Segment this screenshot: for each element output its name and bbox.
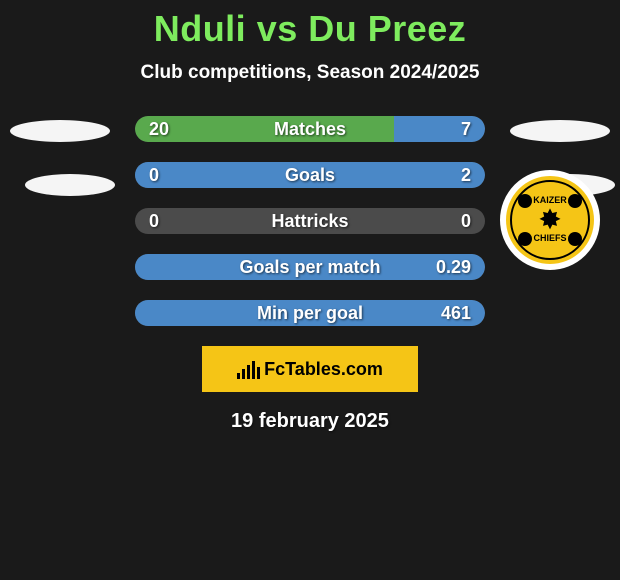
stat-row: Min per goal461 <box>135 300 485 326</box>
stat-label: Min per goal <box>195 303 425 324</box>
stat-value-player1: 0 <box>135 165 195 186</box>
date-label: 19 february 2025 <box>0 410 620 433</box>
stat-label: Matches <box>195 119 425 140</box>
watermark-text: FcTables.com <box>264 359 383 380</box>
player2-club-badge: KAIZER CHIEFS <box>500 170 600 270</box>
chart-icon <box>237 359 260 379</box>
stat-value-player2: 0.29 <box>425 257 485 278</box>
stat-row: 0Goals2 <box>135 162 485 188</box>
stat-value-player1: 0 <box>135 211 195 232</box>
stat-label: Hattricks <box>195 211 425 232</box>
stat-value-player2: 7 <box>425 119 485 140</box>
player1-avatar <box>10 100 110 200</box>
stat-value-player2: 2 <box>425 165 485 186</box>
watermark[interactable]: FcTables.com <box>202 346 418 392</box>
stat-row: Goals per match0.29 <box>135 254 485 280</box>
stat-label: Goals <box>195 165 425 186</box>
stat-label: Goals per match <box>195 257 425 278</box>
subtitle: Club competitions, Season 2024/2025 <box>0 62 620 84</box>
stat-value-player1: 20 <box>135 119 195 140</box>
stat-value-player2: 0 <box>425 211 485 232</box>
stat-value-player2: 461 <box>425 303 485 324</box>
stat-row: 0Hattricks0 <box>135 208 485 234</box>
comparison-title: Nduli vs Du Preez <box>0 0 620 50</box>
stat-row: 20Matches7 <box>135 116 485 142</box>
